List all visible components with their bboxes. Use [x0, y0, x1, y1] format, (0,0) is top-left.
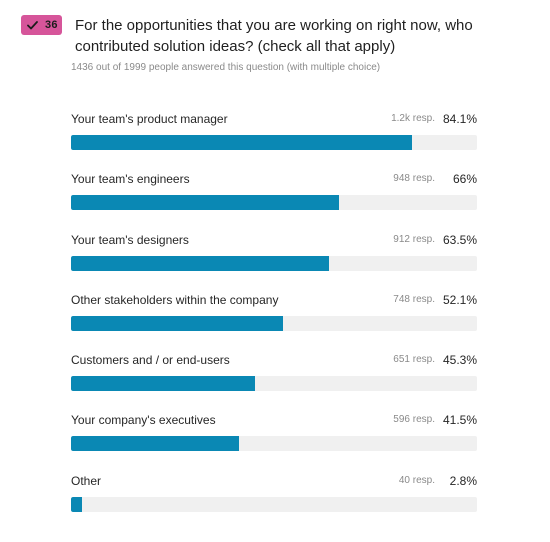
percent-label: 84.1% — [442, 112, 477, 126]
check-icon — [27, 20, 38, 30]
bar-fill — [71, 436, 240, 452]
percent-label: 2.8% — [449, 473, 477, 488]
option-label: Your company's executives — [71, 413, 216, 428]
option-label: Your team's engineers — [71, 172, 190, 187]
bar-fill — [71, 255, 329, 271]
result-row: Your team's engineers 948 resp. 66% — [71, 168, 477, 228]
question-title: For the opportunities that you are worki… — [75, 17, 473, 55]
option-label: Your team's designers — [71, 232, 189, 247]
percent-label: 41.5% — [442, 413, 477, 428]
bar-fill — [71, 195, 339, 211]
result-row: Other stakeholders within the company 748… — [71, 289, 477, 349]
option-label: Customers and / or end-users — [71, 353, 230, 368]
response-count: 651 resp. — [393, 354, 435, 366]
bar-track — [71, 255, 477, 271]
bar-track — [71, 195, 477, 211]
results-chart: Your team's product manager 1.2k resp. 84.… — [71, 108, 477, 530]
bar-track — [71, 496, 477, 512]
result-row: Customers and / or end-users 651 resp. 45.… — [71, 349, 477, 409]
bar-fill — [71, 496, 83, 512]
bar-track — [71, 315, 477, 331]
percent-label: 52.1% — [442, 292, 477, 307]
result-row: Other 40 resp. 2.8% — [71, 470, 477, 530]
question-number-badge: 36 — [21, 15, 62, 35]
bar-track — [71, 135, 477, 150]
option-label: Other — [71, 473, 102, 488]
response-count: 748 resp. — [393, 293, 435, 305]
percent-label: 63.5% — [442, 232, 477, 247]
result-row: Your team's designers 912 resp. 63.5% — [71, 229, 477, 289]
bar-fill — [71, 376, 255, 392]
response-summary: 1436 out of 1999 people answered this qu… — [71, 62, 381, 73]
percent-label: 45.3% — [442, 353, 477, 368]
percent-label: 66% — [452, 172, 477, 187]
option-label: Other stakeholders within the company — [71, 292, 279, 307]
response-count: 596 resp. — [393, 414, 435, 426]
question-number: 36 — [45, 19, 58, 31]
bar-track — [71, 436, 477, 452]
bar-fill — [71, 135, 413, 150]
option-label: Your team's product manager — [71, 112, 228, 126]
result-row: Your company's executives 596 resp. 41.5% — [71, 409, 477, 469]
response-count: 912 resp. — [393, 233, 435, 245]
bar-fill — [71, 315, 283, 331]
bar-track — [71, 376, 477, 392]
response-count: 948 resp. — [393, 173, 435, 185]
response-count: 40 resp. — [398, 474, 435, 486]
result-row: Your team's product manager 1.2k resp. 84.… — [71, 108, 477, 168]
response-count: 1.2k resp. — [391, 113, 435, 124]
